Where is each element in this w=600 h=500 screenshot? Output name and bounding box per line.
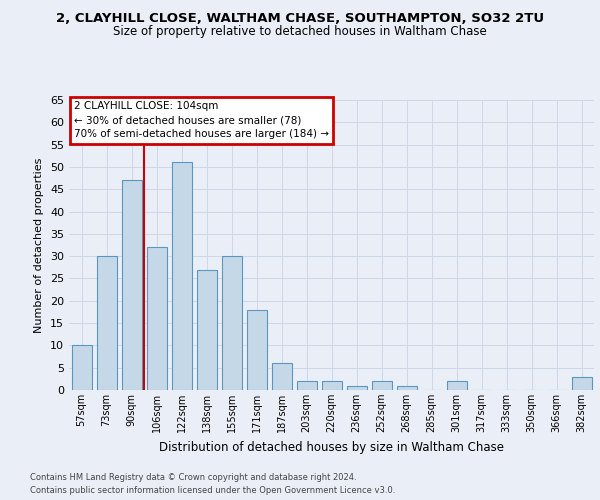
Bar — [271, 363, 292, 390]
Bar — [247, 310, 266, 390]
Bar — [571, 376, 592, 390]
Text: 2 CLAYHILL CLOSE: 104sqm
← 30% of detached houses are smaller (78)
70% of semi-d: 2 CLAYHILL CLOSE: 104sqm ← 30% of detach… — [74, 102, 329, 140]
Bar — [446, 381, 467, 390]
Bar — [221, 256, 241, 390]
Bar — [296, 381, 317, 390]
Bar — [146, 247, 167, 390]
Text: 2, CLAYHILL CLOSE, WALTHAM CHASE, SOUTHAMPTON, SO32 2TU: 2, CLAYHILL CLOSE, WALTHAM CHASE, SOUTHA… — [56, 12, 544, 26]
Bar — [121, 180, 142, 390]
Text: Contains HM Land Registry data © Crown copyright and database right 2024.: Contains HM Land Registry data © Crown c… — [30, 472, 356, 482]
Bar — [347, 386, 367, 390]
Bar — [97, 256, 116, 390]
X-axis label: Distribution of detached houses by size in Waltham Chase: Distribution of detached houses by size … — [159, 440, 504, 454]
Bar — [371, 381, 392, 390]
Y-axis label: Number of detached properties: Number of detached properties — [34, 158, 44, 332]
Bar — [322, 381, 341, 390]
Text: Size of property relative to detached houses in Waltham Chase: Size of property relative to detached ho… — [113, 25, 487, 38]
Bar — [197, 270, 217, 390]
Bar — [172, 162, 191, 390]
Bar — [397, 386, 416, 390]
Text: Contains public sector information licensed under the Open Government Licence v3: Contains public sector information licen… — [30, 486, 395, 495]
Bar — [71, 346, 91, 390]
